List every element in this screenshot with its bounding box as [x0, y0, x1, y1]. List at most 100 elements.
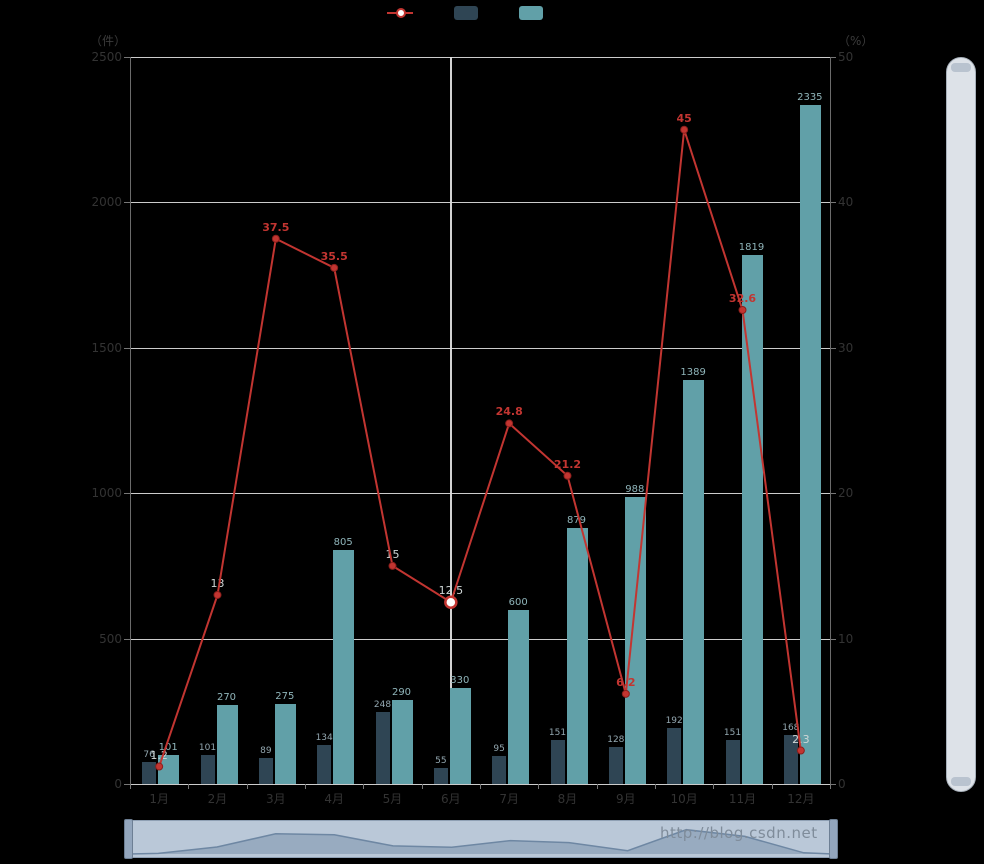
- legend-item-1[interactable]: [453, 6, 509, 20]
- datazoom-horizontal[interactable]: [124, 819, 838, 859]
- teal-bar[interactable]: [683, 380, 705, 784]
- line-point[interactable]: [330, 263, 339, 272]
- legend-bar-icon: [453, 6, 478, 20]
- dark-bar[interactable]: [142, 761, 157, 784]
- legend-bar-icon: [518, 6, 543, 20]
- axis-tick: [596, 784, 598, 789]
- dark-bar[interactable]: [608, 746, 623, 784]
- axis-tick: [830, 202, 836, 204]
- teal-bar[interactable]: [333, 549, 355, 784]
- x-axis-label: 2月: [207, 792, 228, 806]
- line-point-label: 12.5: [438, 584, 464, 598]
- x-axis-label: 1月: [149, 792, 169, 806]
- datazoom-shadow-line: [129, 828, 833, 855]
- teal-bar-label: 1819: [738, 242, 765, 254]
- line-point-label: 45: [676, 111, 692, 125]
- x-axis-label: 8月: [557, 792, 578, 806]
- line-point[interactable]: [213, 590, 222, 599]
- datazoom-right-handle[interactable]: [829, 819, 838, 859]
- teal-bar-label: 600: [508, 596, 528, 608]
- teal-bar[interactable]: [741, 255, 763, 784]
- watermark: http://blog.csdn.net: [660, 824, 818, 842]
- line-point-label: 21.2: [553, 457, 582, 471]
- axis-tick: [480, 784, 481, 789]
- y-axis-label-right: 50: [838, 50, 854, 64]
- teal-bar[interactable]: [274, 704, 296, 784]
- right-axis-name: （%）: [838, 34, 874, 48]
- y-axis-label-right: 20: [838, 486, 854, 501]
- x-axis-label: 6月: [441, 792, 461, 806]
- axis-tick: [363, 784, 365, 789]
- line-point-label: 15: [385, 547, 400, 561]
- axis-tick: [124, 784, 130, 785]
- line-point-label: 1.2: [150, 748, 168, 762]
- teal-bar[interactable]: [449, 688, 471, 784]
- x-axis-label: 11月: [728, 792, 757, 806]
- y-axis-label-left: 500: [99, 631, 122, 646]
- datazoom-left-handle[interactable]: [124, 819, 133, 859]
- line-point[interactable]: [388, 561, 397, 570]
- datazoom-vertical-top-handle[interactable]: [951, 63, 971, 72]
- teal-bar-label: 275: [275, 691, 295, 703]
- gridline: [130, 493, 830, 495]
- y-axis-label-left: 2500: [91, 50, 122, 64]
- x-axis-label: 9月: [616, 792, 636, 806]
- dark-bar[interactable]: [433, 768, 448, 784]
- axis-tick: [830, 784, 831, 789]
- legend: [130, 4, 830, 22]
- line-point-label: 24.8: [495, 405, 523, 419]
- teal-bar[interactable]: [391, 699, 413, 784]
- dark-bar[interactable]: [200, 754, 215, 784]
- axis-tick: [655, 784, 656, 789]
- y-axis-label-right: 40: [838, 195, 854, 210]
- x-axis-label: 12月: [787, 792, 815, 806]
- dark-bar[interactable]: [725, 740, 740, 784]
- legend-item-0[interactable]: [386, 6, 444, 20]
- axis-tick: [830, 347, 836, 349]
- dark-bar[interactable]: [258, 758, 273, 784]
- axis-tick: [830, 638, 836, 640]
- legend-item-2[interactable]: [518, 6, 574, 20]
- y-axis-label-right: 30: [838, 340, 854, 355]
- teal-bar[interactable]: [624, 496, 646, 784]
- line-point[interactable]: [563, 471, 572, 480]
- datazoom-shadow-area: [129, 829, 833, 854]
- line-point[interactable]: [505, 419, 514, 428]
- y-axis-label-right: 0: [838, 777, 846, 791]
- line-point-label: 13: [210, 576, 225, 590]
- dark-bar[interactable]: [317, 745, 332, 784]
- teal-bar[interactable]: [566, 528, 588, 784]
- gridline: [130, 638, 830, 640]
- line-point-label: 35.5: [320, 249, 348, 263]
- teal-bar-label: 330: [450, 675, 470, 687]
- datazoom-vertical-bottom-handle[interactable]: [951, 777, 971, 786]
- gridline: [130, 202, 830, 204]
- dark-bar[interactable]: [492, 756, 507, 784]
- dark-bar[interactable]: [375, 711, 390, 784]
- dark-bar[interactable]: [667, 728, 682, 784]
- teal-bar-label: 290: [391, 686, 412, 698]
- legend-label: [418, 6, 444, 20]
- axis-tick: [830, 493, 836, 495]
- line-point[interactable]: [680, 125, 689, 134]
- left-axis-name: （件）: [89, 34, 126, 48]
- legend-label: [548, 6, 574, 20]
- line-point[interactable]: [271, 234, 280, 243]
- x-axis-label: 4月: [324, 792, 344, 806]
- teal-bar[interactable]: [508, 609, 530, 784]
- axis-tick: [124, 493, 130, 495]
- legend-label: [483, 6, 509, 20]
- teal-bar[interactable]: [216, 705, 238, 784]
- datazoom-vertical[interactable]: [946, 57, 976, 792]
- legend-line-marker-icon: [395, 8, 406, 18]
- teal-bar-label: 805: [333, 536, 353, 548]
- line-point-label: 32.6: [728, 291, 757, 305]
- dark-bar[interactable]: [550, 740, 565, 784]
- gridline: [130, 347, 830, 349]
- dark-bar-label: 76: [143, 749, 155, 760]
- line-point-label: 2.3: [792, 732, 810, 746]
- teal-bar[interactable]: [799, 104, 821, 784]
- y-axis-line-right: [830, 57, 831, 784]
